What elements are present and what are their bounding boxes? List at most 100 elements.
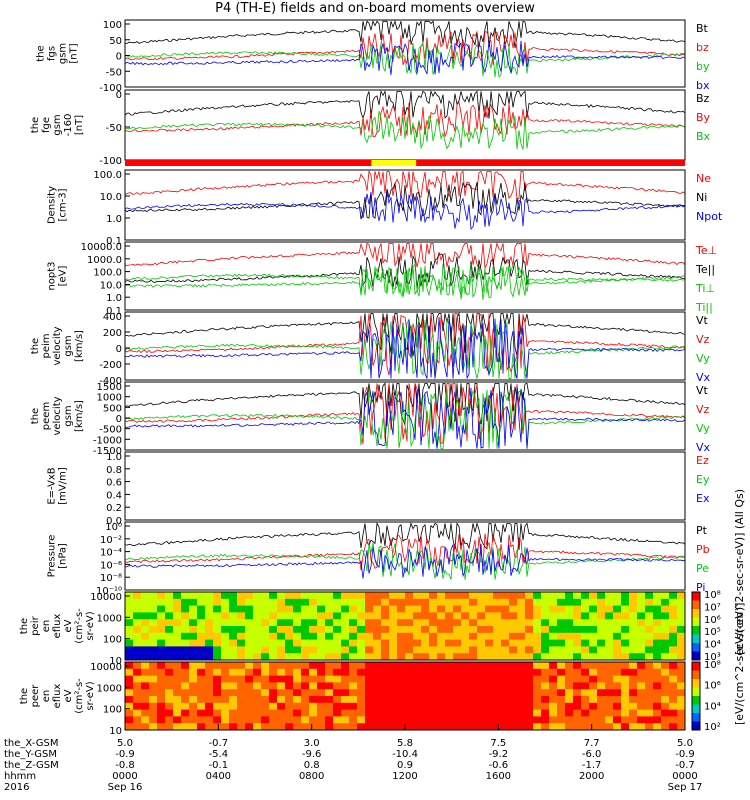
heatmap-cell xyxy=(581,653,590,661)
heatmap-cell xyxy=(645,696,654,704)
heatmap-cell xyxy=(149,592,158,600)
heatmap-cell xyxy=(613,653,622,661)
heatmap-cell xyxy=(149,619,158,627)
heatmap-cell xyxy=(205,592,214,600)
x-tick-label: 7.7 xyxy=(584,738,600,749)
heatmap-cell xyxy=(525,723,534,731)
x-tick-label: 2000 xyxy=(579,771,604,782)
heatmap-cell xyxy=(269,646,278,654)
heatmap-cell xyxy=(349,632,358,641)
heatmap-cell xyxy=(349,592,358,600)
heatmap-cell xyxy=(461,696,470,704)
heatmap-cell xyxy=(637,675,646,683)
heatmap-cell xyxy=(205,723,214,731)
heatmap-cell xyxy=(565,598,574,607)
heatmap-cell xyxy=(637,619,646,627)
panel-frame xyxy=(124,169,686,241)
heatmap-cell xyxy=(629,653,638,661)
heatmap-cell xyxy=(413,696,422,704)
heatmap-cell xyxy=(453,682,462,690)
heatmap-cell xyxy=(197,598,206,607)
heatmap-cell xyxy=(565,716,574,724)
heatmap-cell xyxy=(373,639,382,647)
heatmap-cell xyxy=(525,612,534,620)
legend-entry: bx xyxy=(696,79,710,92)
y-tick-label: 0 xyxy=(116,90,122,101)
heatmap-cell xyxy=(165,716,174,724)
heatmap-cell xyxy=(637,592,646,600)
heatmap-cell xyxy=(157,626,166,634)
heatmap-cell xyxy=(557,682,566,690)
heatmap-cell xyxy=(245,598,254,607)
y-axis-label: eflux xyxy=(52,684,63,709)
heatmap-cell xyxy=(133,646,142,654)
heatmap-cell xyxy=(533,605,542,613)
heatmap-cell xyxy=(365,682,374,690)
heatmap-cell xyxy=(437,723,446,731)
heatmap-cell xyxy=(405,626,414,634)
heatmap-cell xyxy=(677,626,686,634)
heatmap-cell xyxy=(661,696,670,704)
heatmap-cell xyxy=(437,646,446,654)
series-line-Vz xyxy=(124,313,686,376)
heatmap-cell xyxy=(173,709,182,717)
heatmap-cell xyxy=(509,639,518,647)
panel-2 xyxy=(125,160,685,166)
heatmap-cell xyxy=(357,682,366,690)
heatmap-cell xyxy=(509,619,518,627)
heatmap-cell xyxy=(485,619,494,627)
heatmap-cell xyxy=(189,592,198,600)
y-tick-label: 1.0 xyxy=(106,293,122,304)
y-axis-label: Density xyxy=(47,186,58,224)
heatmap-cell xyxy=(421,632,430,641)
x-tick-label: -10.4 xyxy=(392,749,418,760)
heatmap-cell xyxy=(181,598,190,607)
heatmap-cell xyxy=(541,592,550,600)
heatmap-cell xyxy=(629,696,638,704)
heatmap-cell xyxy=(453,716,462,724)
heatmap-cell xyxy=(517,626,526,634)
heatmap-cell xyxy=(485,646,494,654)
x-tick-label: -0.9 xyxy=(675,749,695,760)
heatmap-cell xyxy=(501,605,510,613)
heatmap-cell xyxy=(621,709,630,717)
y-axis-label: eflux xyxy=(52,614,63,639)
heatmap-cell xyxy=(589,668,598,677)
heatmap-cell xyxy=(477,653,486,661)
heatmap-cell xyxy=(629,675,638,683)
heatmap-cell xyxy=(149,696,158,704)
heatmap-cell xyxy=(173,626,182,634)
heatmap-cell xyxy=(557,619,566,627)
heatmap-cell xyxy=(493,723,502,731)
heatmap-cell xyxy=(629,662,638,670)
y-axis-label: [nT] xyxy=(69,43,80,63)
heatmap-cell xyxy=(205,626,214,634)
y-tick-label: 10⁻² xyxy=(100,535,122,546)
heatmap-cell xyxy=(669,639,678,647)
heatmap-cell xyxy=(493,612,502,620)
heatmap-cell xyxy=(165,653,174,661)
heatmap-cell xyxy=(669,675,678,683)
heatmap-cell xyxy=(365,612,374,620)
heatmap-cell xyxy=(565,619,574,627)
heatmap-cell xyxy=(533,598,542,607)
series-line-Ne xyxy=(124,170,686,200)
heatmap-cell xyxy=(349,702,358,711)
colorbar-tick-label: 10⁷ xyxy=(704,602,721,613)
heatmap-cell xyxy=(645,619,654,627)
heatmap-cell xyxy=(613,626,622,634)
heatmap-cell xyxy=(285,598,294,607)
heatmap-cell xyxy=(421,626,430,634)
heatmap-cell xyxy=(197,646,206,654)
heatmap-cell xyxy=(357,723,366,731)
y-tick-label: 1000 xyxy=(97,613,122,624)
colorbar-step xyxy=(692,721,700,731)
heatmap-cell xyxy=(605,598,614,607)
heatmap-cell xyxy=(517,653,526,661)
colorbar-frame xyxy=(691,591,701,661)
heatmap-cell xyxy=(245,709,254,717)
x-tick-label: 5.0 xyxy=(117,738,133,749)
chart-title: P4 (TH-E) fields and on-board moments ov… xyxy=(215,1,535,16)
heatmap-cell xyxy=(445,619,454,627)
heatmap-cell xyxy=(133,592,142,600)
